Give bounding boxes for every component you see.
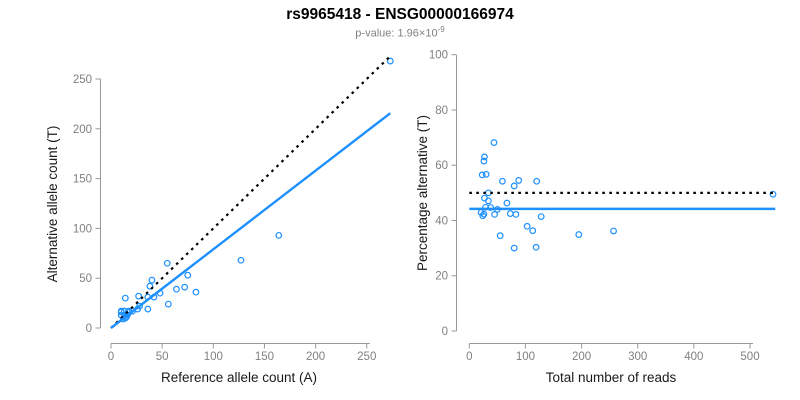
data-point <box>537 213 545 221</box>
regression-fit-line <box>110 112 392 329</box>
data-point <box>184 271 192 279</box>
x-tick-label: 250 <box>357 351 376 363</box>
data-point <box>503 199 511 207</box>
data-point <box>529 227 537 235</box>
data-point <box>769 190 777 198</box>
y-axis-title: Percentage alternative (T) <box>415 115 430 271</box>
data-point <box>148 276 156 284</box>
data-point <box>275 231 283 239</box>
y-tick-label: 80 <box>435 105 448 117</box>
y-tick-label: 60 <box>435 160 448 172</box>
data-point <box>146 282 154 290</box>
data-point <box>163 259 171 267</box>
x-tick-label: 500 <box>740 351 759 363</box>
page-title: rs9965418 - ENSG00000166974 <box>286 6 514 23</box>
pvalue-subtitle: p-value: 1.96×10-9 <box>0 25 800 40</box>
data-point <box>532 243 540 251</box>
x-tick-label: 100 <box>204 351 223 363</box>
x-tick-label: 0 <box>466 351 472 363</box>
y-tick-label: 0 <box>442 326 448 338</box>
pvalue-exponent: -9 <box>437 25 445 34</box>
data-point <box>499 177 506 185</box>
x-tick-label: 200 <box>572 351 591 363</box>
data-point <box>510 244 518 252</box>
data-point <box>523 222 531 230</box>
x-axis-title: Total number of reads <box>546 370 677 385</box>
x-tick-label: 200 <box>306 351 325 363</box>
data-point <box>478 171 486 179</box>
y-tick-label: 250 <box>73 74 92 86</box>
x-tick-label: 0 <box>108 351 114 363</box>
y-tick-label: 0 <box>86 323 92 335</box>
x-tick-label: 300 <box>628 351 647 363</box>
data-point <box>479 212 487 220</box>
y-tick-label: 20 <box>435 271 448 283</box>
y-tick-label: 200 <box>73 124 92 136</box>
data-point <box>481 194 488 202</box>
data-point <box>506 210 514 217</box>
data-point <box>192 288 200 296</box>
x-tick-label: 100 <box>516 351 535 363</box>
expected-50pct-line <box>110 55 392 329</box>
data-point <box>491 211 498 218</box>
data-point <box>512 211 520 218</box>
data-point <box>386 57 394 65</box>
data-point <box>121 294 129 302</box>
y-tick-label: 150 <box>73 174 92 186</box>
data-point <box>533 177 541 185</box>
y-axis-title: Alternative allele count (T) <box>45 126 60 283</box>
data-point <box>575 231 583 238</box>
y-tick-label: 100 <box>73 223 92 235</box>
data-point <box>496 232 504 240</box>
data-point <box>237 256 245 264</box>
data-point <box>480 157 488 165</box>
data-point <box>515 177 523 184</box>
data-point <box>490 139 498 146</box>
data-point <box>482 170 490 178</box>
x-tick-label: 50 <box>156 351 169 363</box>
data-point <box>135 292 143 300</box>
data-point <box>181 283 189 291</box>
data-point <box>164 300 172 308</box>
data-point <box>510 182 518 190</box>
data-point <box>610 227 617 235</box>
y-tick-label: 50 <box>79 273 92 285</box>
x-axis-title: Reference allele count (A) <box>161 370 317 385</box>
data-point <box>117 307 125 315</box>
y-tick-label: 100 <box>429 50 448 62</box>
x-tick-label: 400 <box>684 351 703 363</box>
data-point <box>173 285 180 293</box>
x-tick-label: 150 <box>255 351 274 363</box>
pvalue-text: p-value: 1.96×10 <box>355 27 438 40</box>
data-point <box>144 305 152 313</box>
data-point <box>481 153 488 161</box>
y-tick-label: 40 <box>435 215 448 227</box>
